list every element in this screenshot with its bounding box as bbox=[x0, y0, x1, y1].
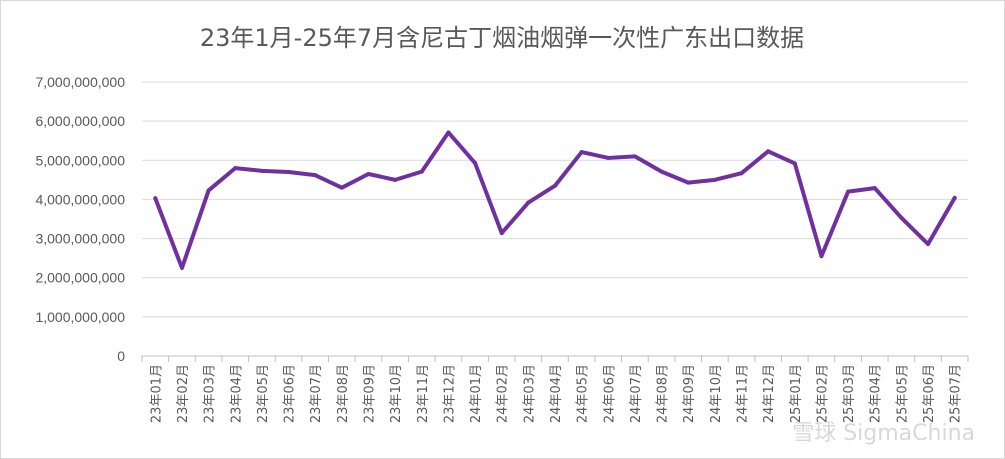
data-point bbox=[819, 254, 824, 259]
x-tick-label: 24年10月 bbox=[709, 364, 724, 423]
data-point bbox=[499, 231, 504, 236]
y-tick-label: 4,000,000,000 bbox=[35, 191, 125, 207]
data-point bbox=[526, 200, 531, 205]
data-point bbox=[712, 177, 717, 182]
data-point bbox=[579, 150, 584, 155]
data-point bbox=[419, 169, 424, 174]
x-tick-label: 24年08月 bbox=[656, 364, 671, 423]
x-tick-label: 24年01月 bbox=[469, 364, 484, 423]
data-point bbox=[393, 177, 398, 182]
data-point bbox=[659, 169, 664, 174]
x-tick-label: 25年03月 bbox=[842, 364, 857, 423]
x-tick-label: 25年05月 bbox=[895, 364, 910, 423]
data-point bbox=[206, 188, 211, 193]
data-point bbox=[259, 168, 264, 173]
x-tick-label: 23年03月 bbox=[203, 364, 218, 423]
x-tick-label: 23年07月 bbox=[309, 364, 324, 423]
chart-title: 23年1月-25年7月含尼古丁烟油烟弹一次性广东出口数据 bbox=[200, 24, 804, 52]
data-point bbox=[286, 170, 291, 175]
x-tick-label: 24年06月 bbox=[602, 364, 617, 423]
x-tick-label: 24年07月 bbox=[629, 364, 644, 423]
x-tick-label: 25年01月 bbox=[789, 364, 804, 423]
y-tick-label: 5,000,000,000 bbox=[35, 152, 125, 168]
x-tick-label: 24年03月 bbox=[522, 364, 537, 423]
data-points bbox=[153, 130, 957, 270]
x-axis bbox=[141, 355, 969, 362]
data-point bbox=[606, 155, 611, 160]
x-tick-label: 23年02月 bbox=[176, 364, 191, 423]
data-point bbox=[952, 195, 957, 200]
data-point bbox=[766, 149, 771, 154]
y-tick-label: 2,000,000,000 bbox=[35, 270, 125, 286]
data-point bbox=[366, 171, 371, 176]
x-tick-label: 24年05月 bbox=[576, 364, 591, 423]
x-tick-label: 25年04月 bbox=[869, 364, 884, 423]
data-point bbox=[179, 265, 184, 270]
data-point bbox=[846, 189, 851, 194]
data-point bbox=[339, 185, 344, 190]
x-tick-label: 23年09月 bbox=[362, 364, 377, 423]
x-tick-label: 24年09月 bbox=[682, 364, 697, 423]
y-tick-label: 7,000,000,000 bbox=[35, 74, 125, 90]
y-tick-label: 1,000,000,000 bbox=[35, 309, 125, 325]
y-tick-label: 0 bbox=[117, 348, 125, 364]
data-point bbox=[899, 215, 904, 220]
y-axis-ticks: 0 1,000,000,000 2,000,000,000 3,000,000,000… bbox=[35, 74, 125, 364]
x-tick-label: 23年11月 bbox=[416, 364, 431, 423]
data-point bbox=[926, 242, 931, 247]
data-point bbox=[872, 186, 877, 191]
data-point bbox=[553, 183, 557, 188]
data-point bbox=[473, 161, 478, 166]
data-point bbox=[686, 180, 691, 185]
data-point bbox=[792, 161, 797, 166]
data-point bbox=[632, 154, 637, 159]
y-tick-label: 3,000,000,000 bbox=[35, 231, 125, 247]
x-tick-label: 24年11月 bbox=[736, 364, 751, 423]
x-tick-label: 23年10月 bbox=[389, 364, 404, 423]
x-tick-label: 23年05月 bbox=[256, 364, 271, 423]
gridlines bbox=[142, 81, 968, 318]
x-tick-label: 23年08月 bbox=[336, 364, 351, 423]
x-axis-ticks: 23年01月 23年02月 23年03月 23年04月 23年05月 23年06月 23年0… bbox=[149, 364, 963, 423]
x-tick-label: 24年04月 bbox=[549, 364, 564, 423]
data-point bbox=[446, 130, 451, 135]
data-point bbox=[233, 166, 238, 171]
x-tick-label: 25年06月 bbox=[922, 364, 937, 423]
data-point bbox=[153, 196, 158, 201]
series-line bbox=[153, 130, 957, 270]
watermark-text: 雪球 SigmaChina bbox=[792, 421, 975, 446]
x-tick-label: 25年07月 bbox=[949, 364, 964, 423]
y-tick-label: 6,000,000,000 bbox=[35, 113, 125, 129]
x-tick-label: 23年06月 bbox=[283, 364, 298, 423]
x-tick-label: 24年12月 bbox=[762, 364, 777, 423]
x-tick-label: 23年04月 bbox=[229, 364, 244, 423]
x-tick-label: 24年02月 bbox=[496, 364, 511, 423]
data-point bbox=[313, 173, 318, 178]
x-tick-label: 25年02月 bbox=[815, 364, 830, 423]
x-tick-label: 23年01月 bbox=[149, 364, 164, 423]
data-point bbox=[739, 171, 744, 176]
x-tick-label: 23年12月 bbox=[442, 364, 457, 423]
